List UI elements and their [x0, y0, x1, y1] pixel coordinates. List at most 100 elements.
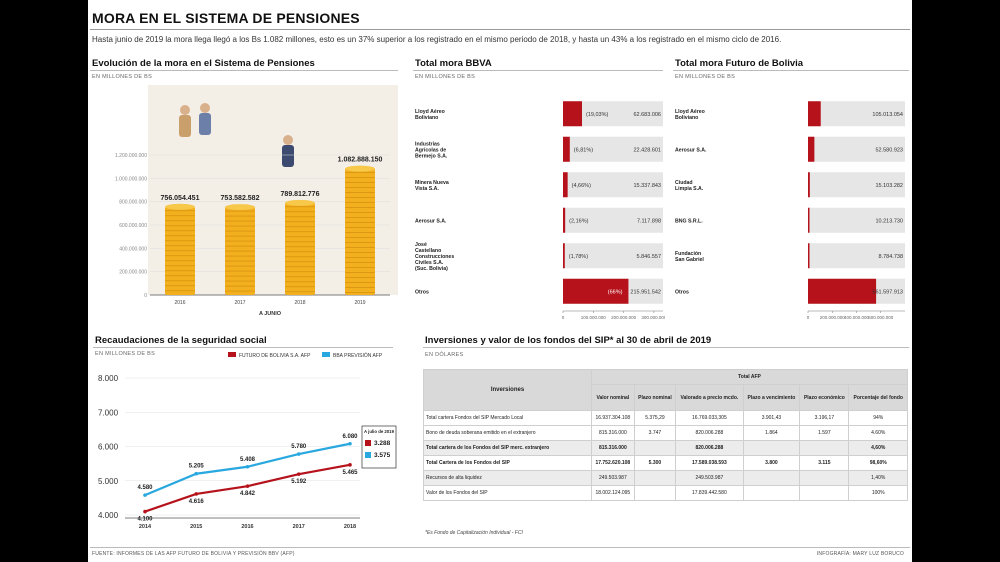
hbar-bar — [808, 207, 810, 233]
hbar-category-label: Aerosur S.A. — [675, 147, 707, 153]
table-row: Recursos de alta liquidez 249.503.987 249.… — [423, 470, 908, 486]
inv-cell: 16.937.304.108 — [591, 410, 635, 426]
hbar-xtick-label: 300.000.000 — [641, 315, 665, 320]
inv-cell: 4,60% — [848, 440, 908, 456]
coin-top — [345, 165, 375, 172]
hbar-bar — [563, 207, 566, 233]
hbar-track — [563, 172, 663, 198]
inv-cell: 3.800 — [742, 455, 801, 471]
coin-top — [165, 203, 195, 210]
hbar-bar — [563, 101, 582, 127]
hbar-track — [808, 101, 905, 127]
inv-cell: 3.901,43 — [742, 410, 801, 426]
hbar-pct-label: (19,03%) — [586, 112, 608, 118]
hbar-xtick-label: 0 — [807, 315, 810, 320]
person-head-icon — [283, 135, 293, 145]
evolucion-xtick: 2018 — [294, 300, 305, 306]
recaud-point — [348, 441, 352, 446]
inv-cell: 815.316.000 — [591, 425, 635, 441]
table-row: Total cartera Fondos del SIP Mercado Loc… — [423, 410, 908, 426]
recaud-xtick: 2015 — [190, 524, 202, 530]
inv-cell: 17.752.620.108 — [591, 455, 635, 471]
hbar-xtick-label: 200.000.000 — [820, 315, 846, 320]
annotation-swatch — [365, 452, 371, 458]
inv-row-label: Bono de deuda soberana emitido en el ext… — [423, 425, 592, 441]
hbar-track — [808, 172, 905, 198]
inv-cell: 98,60% — [848, 455, 908, 471]
hbar-value-label: 62.683.006 — [633, 112, 661, 118]
recaud-xtick: 2018 — [344, 524, 356, 530]
legend-label: FUTURO DE BOLIVIA S.A. AFP — [239, 353, 311, 359]
footer-credit: INFOGRAFÍA: MARY LUZ BORUCO — [816, 551, 904, 557]
hbar-value-label: 8.784.738 — [879, 254, 903, 260]
inv-cell — [742, 470, 801, 486]
hbar-bar — [808, 172, 810, 198]
recaud-ytick: 5.000 — [98, 477, 119, 486]
coin-top — [225, 204, 255, 211]
person-body-icon — [179, 115, 191, 137]
infographic: MORA EN EL SISTEMA DE PENSIONES Hasta ju… — [90, 0, 910, 562]
evolucion-ytick: 200.000.000 — [119, 270, 147, 276]
hbar-value-label: 52.580.923 — [875, 147, 903, 153]
futuro-rule — [673, 70, 909, 71]
table-row: Total cartera de los Fondos del SIP merc… — [423, 440, 908, 456]
recaud-xtick: 2017 — [293, 524, 305, 530]
hbar-xtick-label: 400.000.000 — [844, 315, 870, 320]
inv-cell: 820.006.288 — [675, 440, 744, 456]
recaud-point — [348, 463, 352, 467]
inv-row-label: Recursos de alta liquidez — [423, 470, 592, 486]
recaud-ytick: 6.000 — [98, 443, 119, 452]
inv-cell: 18.002.124.095 — [591, 485, 635, 501]
legend-swatch — [228, 352, 236, 357]
table-row: Bono de deuda soberana emitido en el ext… — [423, 425, 908, 441]
recaud-subtitle: EN MILLONES DE BS — [95, 351, 156, 357]
recaud-point-label: 5.465 — [342, 470, 358, 476]
hbar-category-label: Fundación San Gabriel — [675, 251, 704, 263]
hbar-track — [563, 243, 663, 269]
hbar-category-label: Minera Nueva Vista S.A. — [415, 180, 449, 192]
inv-cell: 94% — [848, 410, 908, 426]
hbar-xtick-label: 200.000.000 — [611, 315, 637, 320]
inv-cell: 3.747 — [633, 425, 677, 441]
inv-cell: 1.597 — [799, 425, 850, 441]
recaud-point-label: 4.580 — [137, 485, 153, 491]
inv-column-headers: Valor nominal Plazo nominal Valorado a pre… — [424, 384, 908, 411]
hbar-xtick-label: 100.000.000 — [581, 315, 607, 320]
hbar-value-label: 15.337.843 — [633, 183, 661, 189]
recaud-annotation-title: A julio de 2019 — [364, 429, 395, 434]
hbar-category-label: Ciudad Limpia S.A. — [675, 180, 704, 192]
hbar-category-label: Lloyd Aéreo Boliviano — [415, 109, 445, 121]
recaud-xtick: 2014 — [139, 524, 152, 530]
legend-label: BBA PREVISIÓN AFP — [333, 352, 383, 359]
footer-source: FUENTE: INFORMES DE LAS AFP FUTURO DE BO… — [92, 551, 295, 557]
inv-cell: 1.864 — [742, 425, 801, 441]
inv-cell: 5.300 — [633, 455, 677, 471]
recaud-point-label: 5.205 — [189, 464, 205, 470]
inv-body: Total cartera Fondos del SIP Mercado Loc… — [423, 410, 908, 501]
inv-row-label: Total cartera de los Fondos del SIP merc… — [423, 440, 592, 456]
inv-footnote: *Es Fondo de Capitalización Individual -… — [425, 530, 523, 536]
person-head-icon — [200, 103, 210, 113]
evolucion-ytick: 0 — [144, 293, 147, 299]
recaud-point-label: 4.842 — [240, 491, 256, 497]
hbar-category-label: Otros — [675, 289, 689, 295]
bbva-chart: Lloyd Aéreo Boliviano 62.683.006 (19,03%) In… — [415, 101, 665, 320]
evolucion-title: Evolución de la mora en el Sistema de Pe… — [92, 58, 315, 69]
recaud-point — [245, 464, 250, 469]
recaud-title: Recaudaciones de la seguridad social — [95, 335, 267, 346]
inv-cell: 17.839.442.580 — [675, 485, 744, 501]
inv-row-header: Inversiones — [423, 369, 592, 411]
legend-swatch — [322, 352, 330, 357]
hbar-track — [563, 207, 663, 233]
recaud-point-label: 4.100 — [137, 517, 153, 523]
recaud-point — [143, 493, 147, 497]
evolucion-xtick: 2019 — [354, 300, 365, 306]
bbva-rule — [413, 70, 663, 71]
evolucion-value-label: 753.582.582 — [221, 195, 260, 202]
evolucion-ytick: 400.000.000 — [119, 246, 147, 252]
recaud-point — [296, 472, 301, 476]
inv-row-label: Valor de los Fondos del SIP — [423, 485, 592, 501]
hbar-value-label: 561.597.913 — [872, 289, 903, 295]
hbar-bar — [563, 172, 568, 198]
evolucion-rule — [90, 70, 398, 71]
